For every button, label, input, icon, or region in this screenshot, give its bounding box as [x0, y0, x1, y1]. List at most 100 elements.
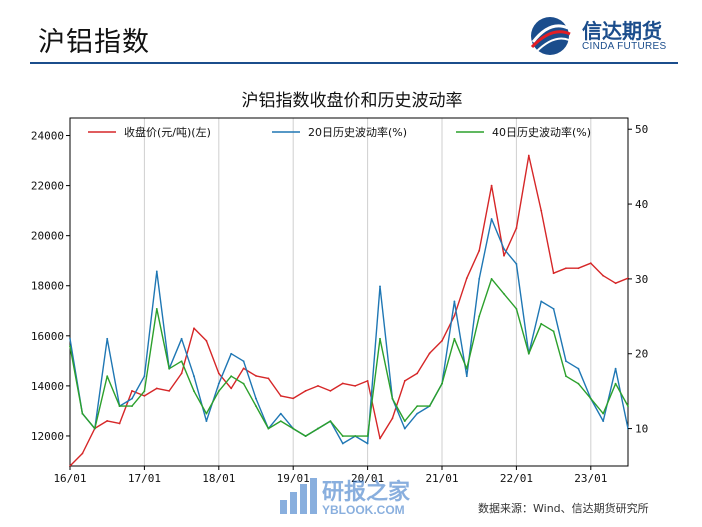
plot-frame — [69, 117, 629, 467]
price-line-point — [230, 387, 233, 390]
price-line-point — [614, 282, 617, 285]
watermark-text-en: YBLOOK.COM — [322, 503, 405, 517]
bar-chart-icon — [280, 478, 317, 514]
vol40-line-point — [255, 405, 257, 408]
vol20-line-point — [490, 218, 493, 220]
price-line — [69, 154, 629, 467]
vol20-line-point — [106, 337, 109, 340]
vol20-line-point — [577, 367, 580, 370]
vol20-line-point — [366, 442, 369, 445]
price-line-point — [193, 327, 195, 330]
vol20-line-point — [540, 300, 543, 303]
price-line-point — [180, 372, 183, 375]
vol20-line-point — [403, 427, 406, 430]
price-line-point — [453, 314, 456, 317]
y-left-tick-label: 22000 — [31, 180, 64, 193]
vol40-line-point — [193, 390, 195, 393]
price-line-point — [527, 154, 530, 157]
y-left-tick-label: 16000 — [31, 330, 64, 343]
vol20-line-point — [416, 412, 419, 415]
vol40-line-point — [565, 375, 567, 378]
y-right-tick-label: 20 — [635, 348, 648, 361]
vol40-line-point — [329, 420, 332, 422]
vol40-line-point — [589, 397, 592, 400]
vol20-line-point — [143, 375, 146, 378]
vol40-line-point — [205, 412, 208, 415]
price-line-point — [205, 339, 208, 342]
price-line-point — [341, 382, 344, 385]
vol40-line-point — [317, 427, 319, 430]
x-tick-label: 21/01 — [425, 472, 458, 485]
y-left-tick-label: 12000 — [31, 430, 64, 443]
y-left-tick-label: 20000 — [31, 230, 64, 243]
vol40-line-point — [81, 412, 84, 415]
vol40-line-point — [602, 412, 605, 415]
vol40-line-point — [428, 405, 431, 408]
x-tick-label: 22/01 — [500, 472, 533, 485]
vol20-line-point — [379, 285, 381, 288]
vol40-line-point — [242, 382, 245, 385]
vol20-line-point — [230, 352, 233, 355]
price-line-point — [292, 397, 295, 400]
page-title: 沪铝指数 — [38, 27, 150, 58]
y-right-tick-label: 50 — [635, 123, 648, 136]
price-line-point — [267, 377, 270, 380]
price-line-point — [317, 384, 319, 387]
vol40-line-point — [478, 315, 481, 318]
vol40-line-point — [391, 397, 394, 400]
vol20-line-point — [478, 278, 481, 280]
vol20-line-point — [180, 337, 183, 340]
price-line-point — [106, 420, 109, 422]
y-left-tick-label: 24000 — [31, 130, 64, 143]
vol20-line-point — [565, 360, 567, 363]
price-line-point — [279, 394, 282, 397]
y-left-tick-label: 14000 — [31, 380, 64, 393]
price-line-point — [602, 274, 605, 277]
vol40-line-point — [614, 382, 617, 385]
legend-label: 收盘价(元/吨)(左) — [124, 125, 211, 139]
cinda-logo-icon — [530, 17, 571, 55]
watermark: 研报之家 YBLOOK.COM — [276, 474, 436, 520]
vol40-line-point — [577, 382, 580, 385]
price-line-point — [255, 374, 257, 377]
price-line-point — [391, 417, 394, 420]
price-line-point — [118, 422, 121, 425]
vol20-line-point — [193, 375, 195, 378]
price-line-point — [577, 267, 580, 270]
brand-logo: 信达期货 CINDA FUTURES — [524, 12, 684, 58]
price-line-point — [168, 389, 171, 392]
vol40-line-point — [403, 420, 406, 422]
vol20-line-point — [279, 412, 282, 415]
vol40-line-point — [490, 278, 493, 280]
vol20-line-point — [69, 337, 71, 340]
y-right-tick-label: 40 — [635, 198, 648, 211]
vol20-line-point — [155, 270, 158, 273]
price-line-point — [552, 272, 555, 275]
x-tick-label: 16/01 — [53, 472, 86, 485]
price-line-point — [478, 249, 481, 252]
price-line-point — [490, 184, 493, 187]
vol40-line-point — [552, 330, 555, 333]
price-line-point — [131, 389, 133, 392]
vol20-line-point — [242, 360, 245, 363]
price-line-point — [589, 262, 592, 265]
vol40-line-point — [366, 435, 369, 437]
vol40-line-point — [143, 390, 146, 393]
x-tick-label: 18/01 — [202, 472, 235, 485]
vol20-line-point — [465, 375, 468, 378]
vol40-line-point — [69, 345, 71, 348]
price-line-point — [403, 379, 406, 382]
price-line-point — [441, 339, 443, 342]
vol40-line-point — [527, 352, 530, 355]
vol40-line-point — [341, 435, 344, 437]
vol20-line-point — [614, 367, 617, 370]
price-line-point — [143, 394, 146, 397]
vol20-line-point — [602, 420, 605, 422]
price-line-point — [155, 387, 158, 390]
vol20-line-point — [205, 420, 208, 422]
vol20-line — [69, 218, 629, 445]
vol40-line-point — [168, 367, 171, 370]
vol40-line-point — [503, 292, 505, 295]
price-line-point — [565, 267, 567, 270]
